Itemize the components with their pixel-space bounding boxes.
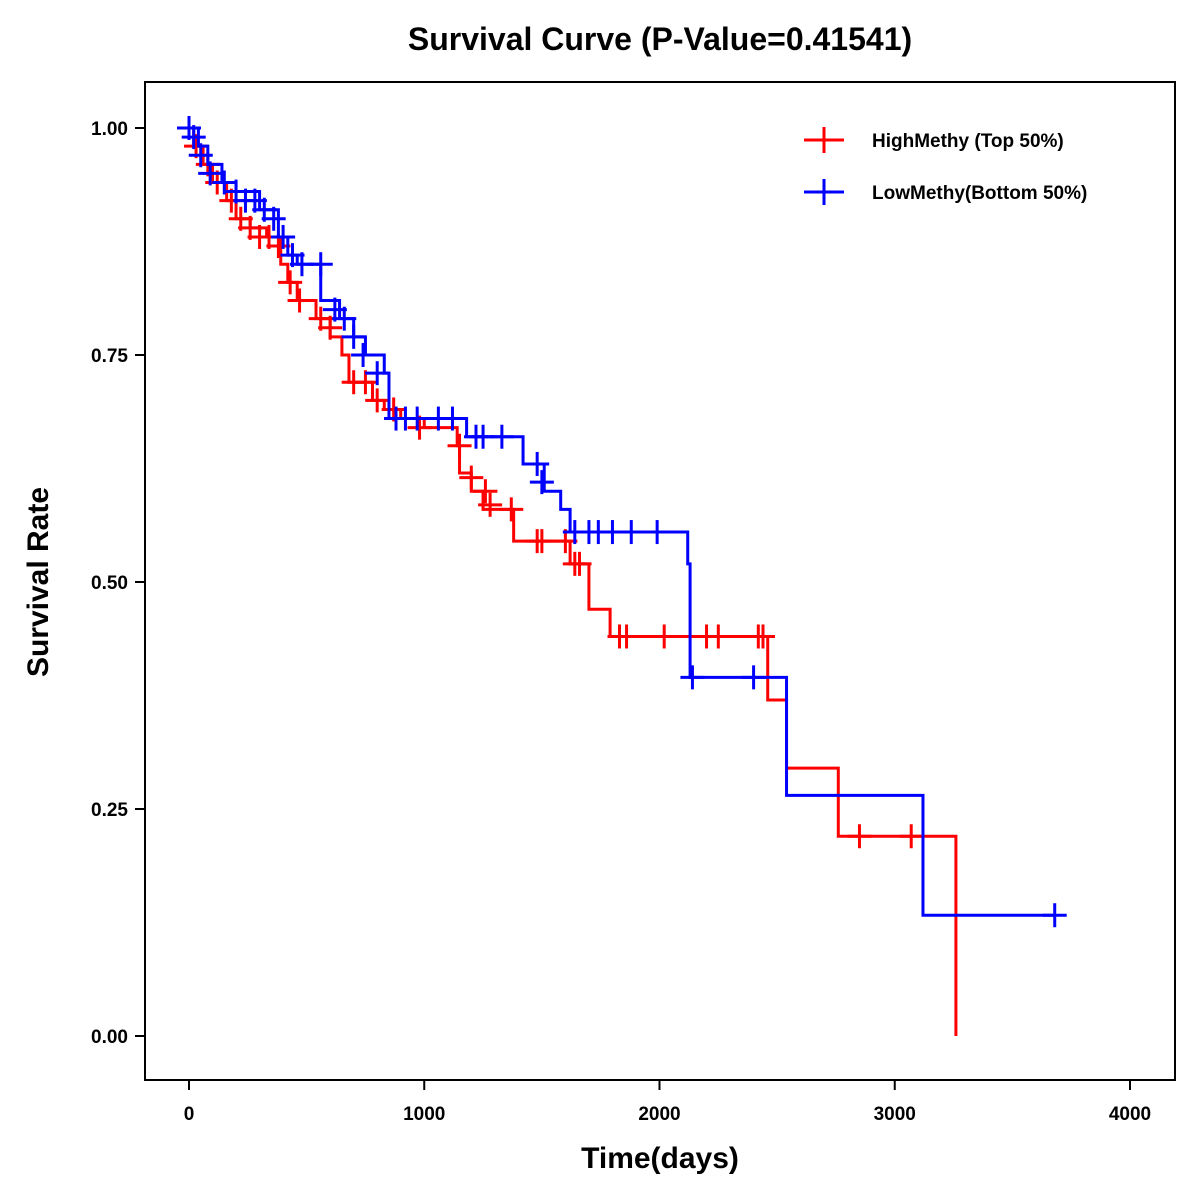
legend-item: LowMethy(Bottom 50%) [804,179,1087,205]
censor-mark [478,492,503,517]
plot-frame [144,81,1176,1081]
censor-mark [680,665,705,690]
censor-mark [645,520,670,545]
censor-mark [706,624,731,649]
series-group [177,116,1067,1036]
censor-mark [459,465,484,490]
legend-item: HighMethy (Top 50%) [804,127,1064,153]
censor-mark [529,470,554,495]
y-tick-label: 0.00 [91,1027,128,1048]
censor-mark [652,624,677,649]
censor-mark [365,361,390,386]
censor-mark [405,406,430,431]
y-axis-label: Survival Rate [22,487,55,677]
x-tick-label: 4000 [1109,1104,1151,1125]
censor-mark [751,624,776,649]
legend-label: LowMethy(Bottom 50%) [872,183,1087,204]
y-tick-label: 0.50 [91,573,128,594]
x-axis-label: Time(days) [581,1142,739,1175]
censor-mark [278,270,303,295]
censor-mark [499,497,524,522]
x-tick-label: 1000 [403,1104,445,1125]
legend-label: HighMethy (Top 50%) [872,131,1064,152]
censor-mark [181,125,206,150]
censor-mark [1042,903,1067,928]
censor-mark [318,315,343,340]
y-tick-label: 0.75 [91,346,128,367]
censor-mark [473,479,498,504]
y-tick-label: 0.25 [91,800,128,821]
y-axis: 0.00 0.25 0.50 0.75 1.00 [91,119,145,1048]
legend: HighMethy (Top 50%) LowMethy(Bottom 50%) [804,127,1087,205]
censor-mark [308,252,333,277]
chart-title: Survival Curve (P-Value=0.41541) [408,21,912,57]
censor-mark [899,824,924,849]
censor-mark [351,343,376,367]
censor-mark [614,624,639,649]
y-tick-label: 1.00 [91,119,128,140]
x-tick-label: 3000 [874,1104,916,1125]
censor-mark [188,143,213,168]
censor-mark [261,206,286,231]
censor-mark [847,824,872,849]
censor-mark [287,288,312,313]
censor-mark [341,324,366,349]
censor-mark [741,665,766,690]
censor-mark [332,306,357,331]
censor-mark [271,224,296,249]
censor-mark [567,551,592,576]
x-axis: 0 1000 2000 3000 4000 [184,1080,1151,1125]
censor-mark [447,433,472,458]
censor-mark [440,406,465,431]
censor-mark [529,529,554,554]
censor-mark [489,424,514,449]
censor-mark [619,520,644,545]
censor-mark [198,161,223,186]
survival-curve-1 [189,126,1055,917]
censor-mark [365,388,390,413]
x-tick-label: 0 [184,1104,195,1125]
censor-mark [525,451,550,476]
x-tick-label: 2000 [638,1104,680,1125]
